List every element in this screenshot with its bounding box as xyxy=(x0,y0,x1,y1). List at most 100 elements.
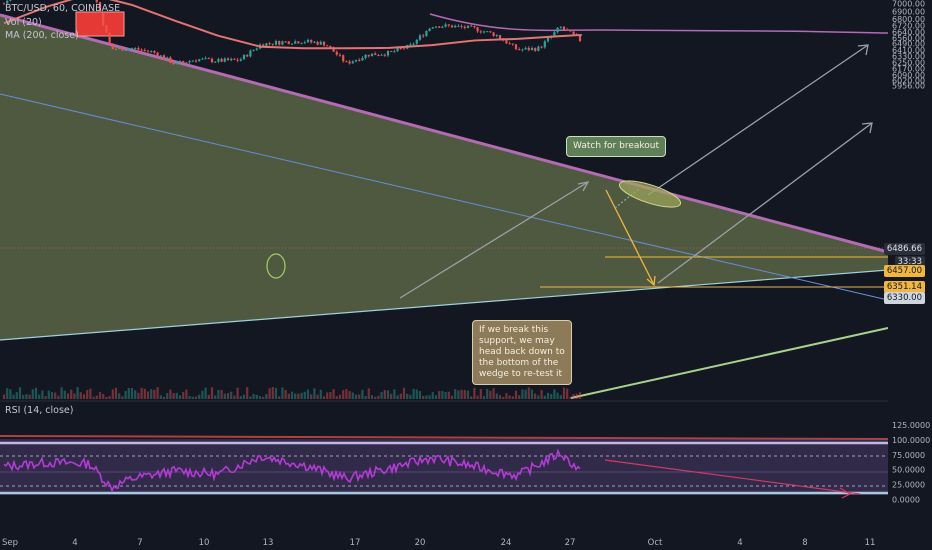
volume-bar xyxy=(134,390,137,399)
candle-body xyxy=(188,61,191,63)
green-trendline xyxy=(570,327,889,399)
volume-bar xyxy=(233,395,236,399)
candle-body xyxy=(479,31,482,33)
volume-bar xyxy=(86,390,89,399)
candle-body xyxy=(444,24,447,27)
volume-bar xyxy=(572,394,575,399)
volume-bar xyxy=(226,393,230,399)
candle-body xyxy=(246,54,249,57)
volume-bar xyxy=(550,394,553,399)
volume-bar xyxy=(118,393,121,399)
candle-body xyxy=(457,25,460,27)
volume-bar xyxy=(322,396,326,399)
candle-body xyxy=(194,60,198,62)
volume-bar xyxy=(185,389,188,399)
volume-bar xyxy=(108,395,111,399)
candle-body xyxy=(399,48,402,50)
candle-body xyxy=(447,24,450,26)
volume-bar xyxy=(342,390,345,399)
price-tick-label: 6250.00 xyxy=(892,58,925,67)
candle-body xyxy=(284,41,287,43)
candle-body xyxy=(505,40,508,44)
volume-bar xyxy=(354,394,358,399)
volume-bar xyxy=(553,389,556,399)
rsi-trendline xyxy=(604,459,861,495)
volume-bar xyxy=(265,393,268,399)
price-tick-label: 6560.00 xyxy=(892,34,925,43)
candle-body xyxy=(441,26,444,28)
level-2-label: 6351.14 xyxy=(883,281,925,293)
ma-legend: MA (200, close) xyxy=(5,30,79,41)
price-tick-label: 6410.00 xyxy=(892,46,925,55)
volume-bar xyxy=(566,388,569,399)
price-tick-label: 6640.00 xyxy=(892,28,925,37)
candle-body xyxy=(121,47,124,51)
volume-bar xyxy=(268,388,271,399)
touch-ellipse xyxy=(266,253,286,279)
volume-bar xyxy=(575,393,578,399)
candle-body xyxy=(172,62,175,65)
candle-body xyxy=(553,32,556,36)
rsi-pane[interactable] xyxy=(0,400,932,499)
volume-bar xyxy=(54,392,57,399)
support-callout-line-1: If we break this xyxy=(479,325,549,335)
volume-bar xyxy=(140,387,143,399)
candle-body xyxy=(98,1,102,13)
candle-body xyxy=(329,46,332,48)
volume-bar xyxy=(210,387,214,399)
candle-body xyxy=(521,49,524,51)
candle-body xyxy=(207,58,210,60)
volume-bar xyxy=(428,395,431,399)
volume-bar xyxy=(412,388,415,399)
candle-body xyxy=(489,31,492,33)
volume-bar xyxy=(338,394,342,399)
volume-bar xyxy=(236,387,239,399)
rsi-arrowhead xyxy=(839,487,852,499)
volume-bar xyxy=(300,392,303,399)
volume-bar xyxy=(559,395,562,399)
time-axis[interactable]: Sep 4 7 10 13 17 20 24 27 Oct 4 8 11 xyxy=(2,538,875,548)
candle-body xyxy=(476,27,479,32)
candle-body xyxy=(377,55,380,57)
volume-bar xyxy=(111,389,114,399)
price-tick-labels: 5956.006020.006090.006170.006250.006330.… xyxy=(892,0,925,91)
volume-bar xyxy=(390,393,393,399)
volume-bar xyxy=(364,396,367,399)
candle-body xyxy=(422,35,425,37)
candle-body xyxy=(6,0,9,4)
volume-bar xyxy=(527,387,530,399)
volume-bar xyxy=(454,389,457,399)
volume-bar xyxy=(415,389,418,399)
volume-bar xyxy=(383,390,386,399)
candle-body xyxy=(540,46,543,48)
volume-bar xyxy=(114,387,118,399)
candle-body xyxy=(438,26,441,28)
volume-bar xyxy=(399,393,402,399)
volume-bar xyxy=(262,396,265,399)
volume-bar xyxy=(50,392,54,399)
candle-body xyxy=(278,41,281,45)
price-pane[interactable] xyxy=(0,0,889,400)
candle-body xyxy=(159,55,162,57)
candle-body xyxy=(239,59,242,61)
candle-body xyxy=(182,61,185,63)
candle-body xyxy=(508,43,511,45)
candle-body xyxy=(434,26,438,28)
volume-bar xyxy=(34,387,38,399)
time-tick-label: 4 xyxy=(72,538,77,548)
candle-body xyxy=(412,43,415,45)
price-tick-label: 5956.00 xyxy=(892,82,925,91)
candle-body xyxy=(108,32,111,44)
volume-bar xyxy=(450,395,454,399)
volume-bar xyxy=(287,393,290,399)
candle-body xyxy=(527,47,530,51)
volume-bar xyxy=(505,392,508,399)
candle-body xyxy=(498,35,502,39)
candle-body xyxy=(470,25,473,27)
volume-bar xyxy=(303,391,306,399)
volume-bar xyxy=(463,389,466,399)
candle-body xyxy=(281,41,284,45)
volume-bar xyxy=(473,387,476,399)
volume-bar xyxy=(271,387,274,399)
